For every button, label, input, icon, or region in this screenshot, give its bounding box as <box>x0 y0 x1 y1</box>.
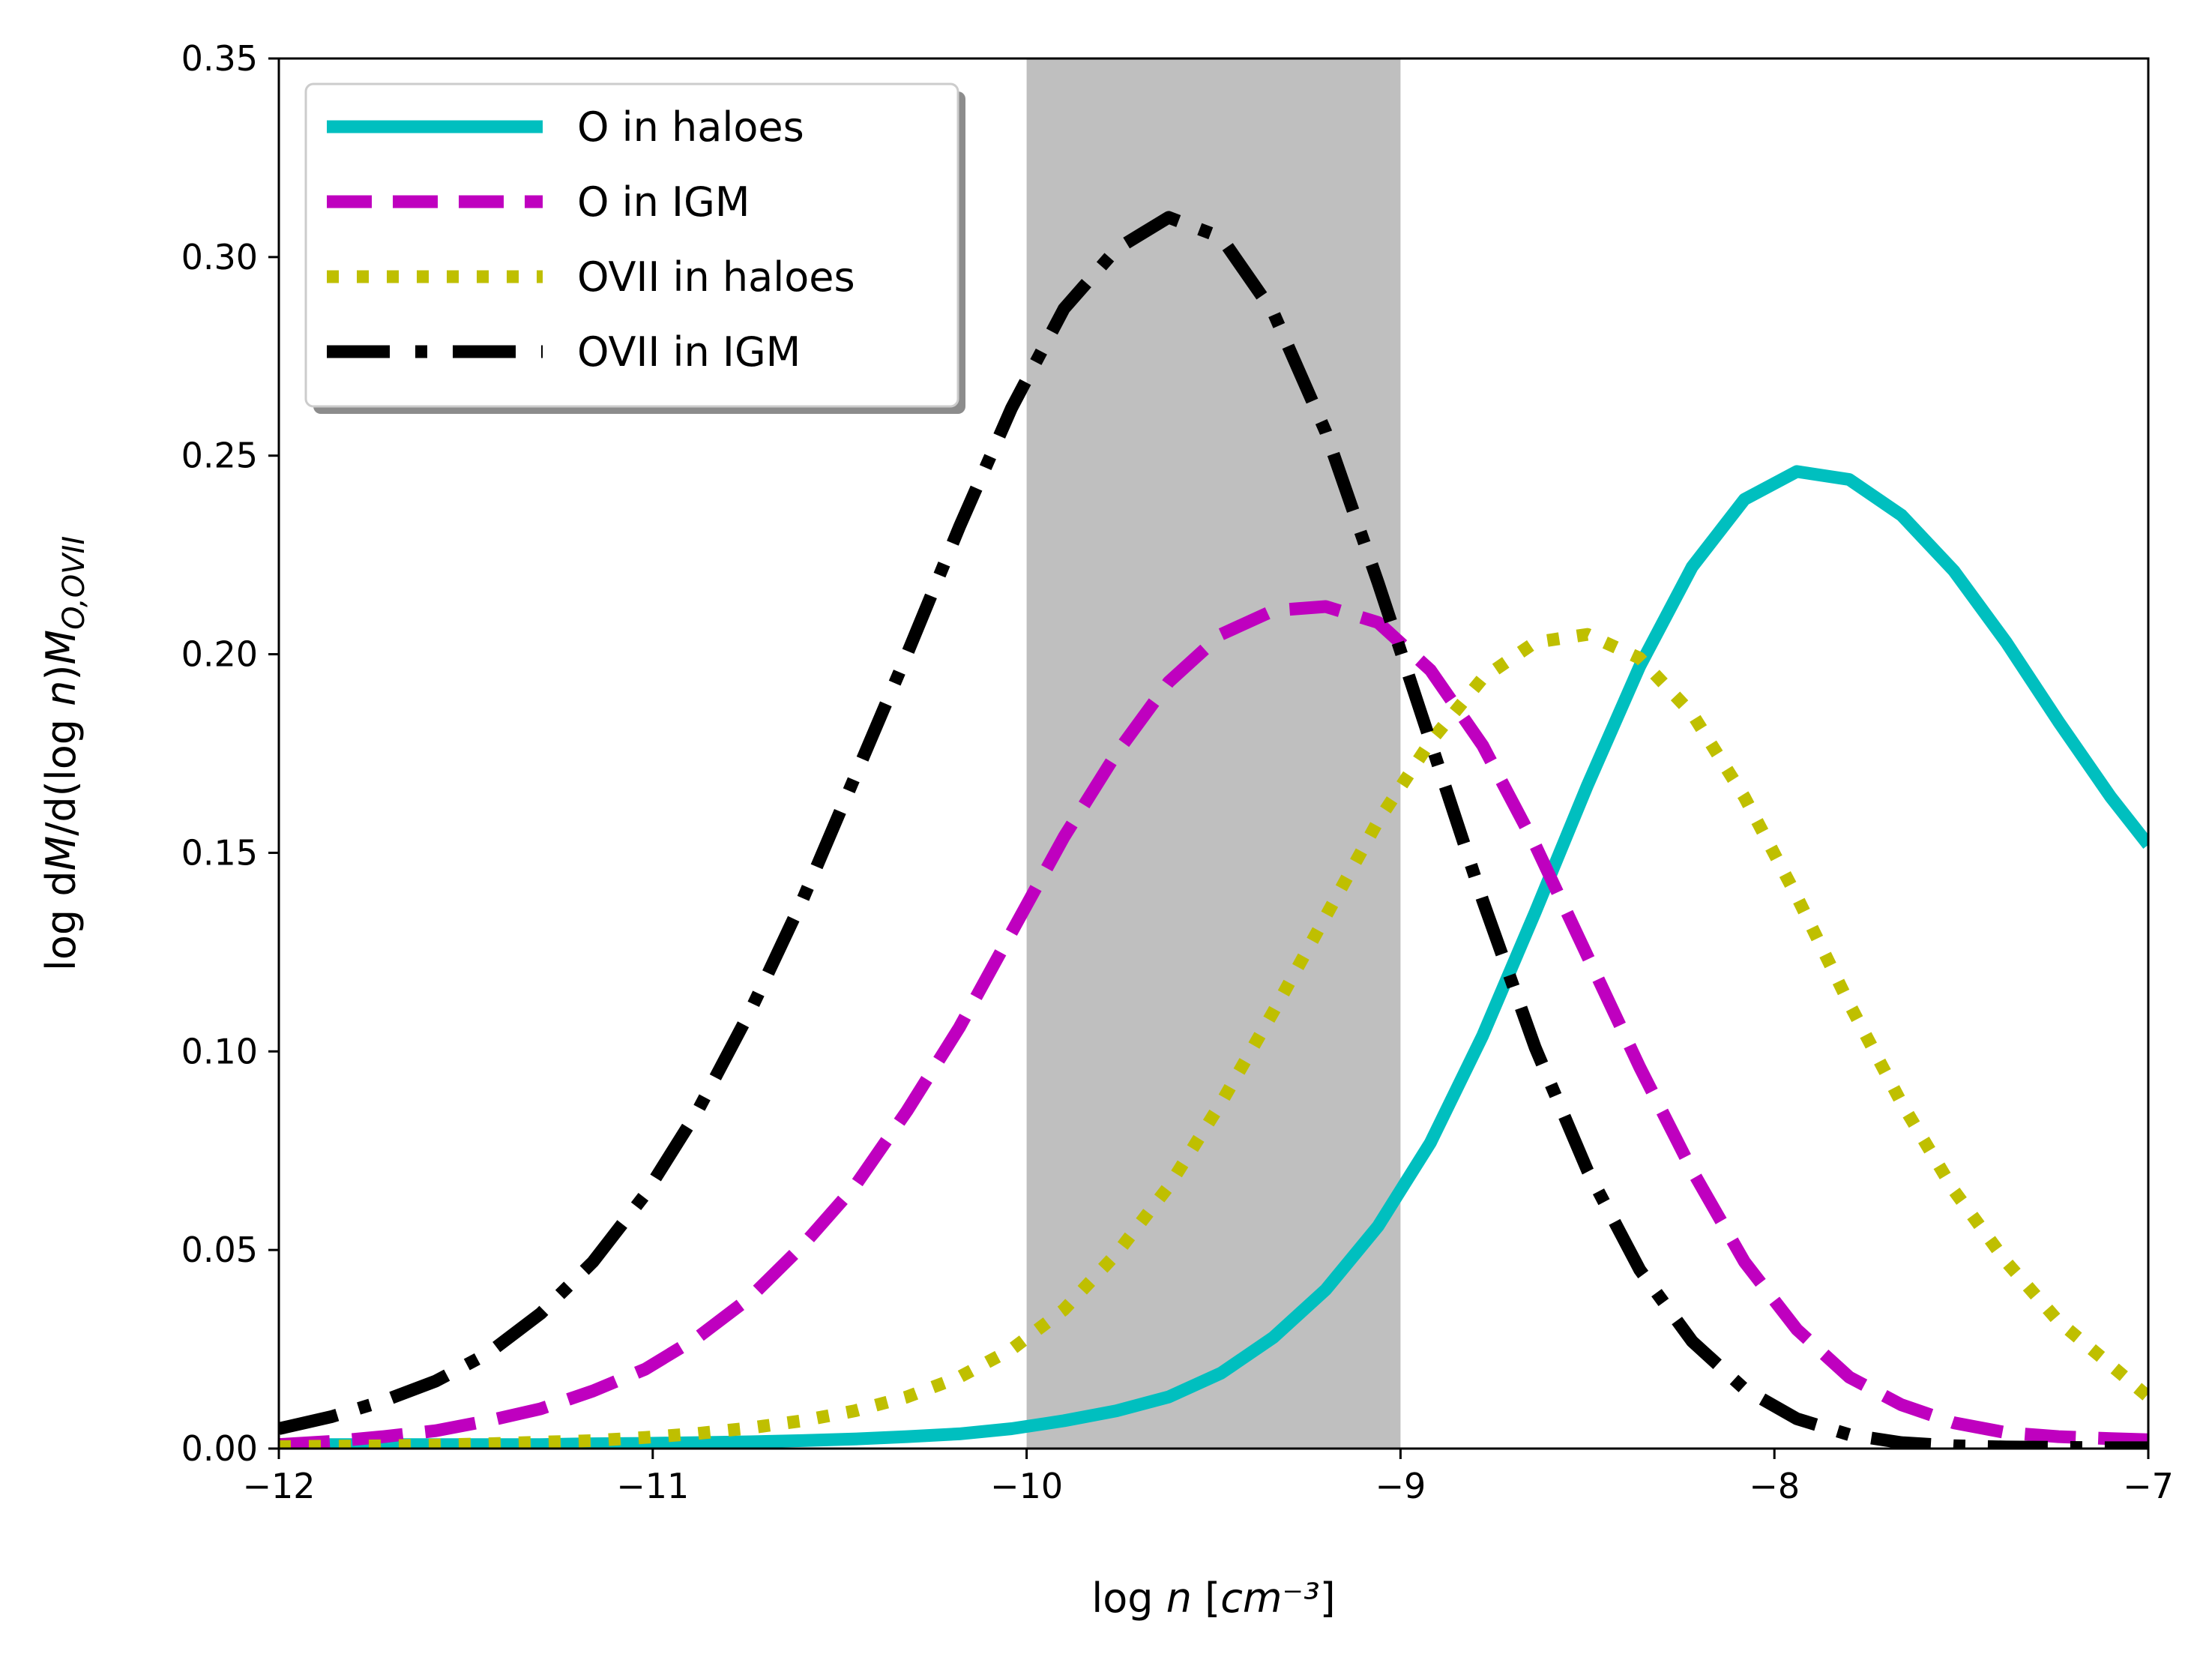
series-group <box>279 211 2148 1449</box>
x-axis-label: log n [cm⁻³] <box>1091 1575 1335 1622</box>
plot-area <box>279 58 2148 1449</box>
series-line-2 <box>279 600 2148 1449</box>
legend-label-1: O in haloes <box>577 103 804 151</box>
legend: O in haloes O in IGM OVII in haloes OVII in… <box>304 82 965 414</box>
x-tick-label: −8 <box>1749 1466 1800 1506</box>
legend-box <box>304 82 959 408</box>
y-tick-label: 0.15 <box>181 832 258 873</box>
series-line-4 <box>279 211 2148 1449</box>
axes-frame <box>277 57 2150 1450</box>
shaded-region <box>1026 58 1401 1449</box>
y-tick-label: 0.00 <box>181 1428 258 1469</box>
y-tick-label: 0.10 <box>181 1031 258 1071</box>
x-axis: −12 −11 −10 −9 −8 −7 <box>242 1449 2174 1506</box>
y-tick-label: 0.35 <box>181 38 258 79</box>
y-axis: 0.00 0.05 0.10 0.15 0.20 0.25 0.30 0.35 <box>181 38 279 1469</box>
x-tick-label: −11 <box>616 1466 689 1506</box>
legend-label-2: O in IGM <box>577 178 750 226</box>
x-tick-label: −7 <box>2123 1466 2174 1506</box>
x-tick-label: −9 <box>1375 1466 1426 1506</box>
legend-label-4: OVII in IGM <box>577 328 801 376</box>
y-tick-label: 0.30 <box>181 237 258 277</box>
legend-label-3: OVII in haloes <box>577 253 855 301</box>
x-tick-label: −12 <box>242 1466 315 1506</box>
y-tick-label: 0.20 <box>181 634 258 675</box>
y-tick-label: 0.25 <box>181 436 258 476</box>
y-tick-label: 0.05 <box>181 1230 258 1270</box>
y-axis-label: log dM/d(log n)MO,OVII <box>37 536 91 971</box>
series-line-1 <box>279 465 2148 1449</box>
x-tick-label: −10 <box>990 1466 1063 1506</box>
